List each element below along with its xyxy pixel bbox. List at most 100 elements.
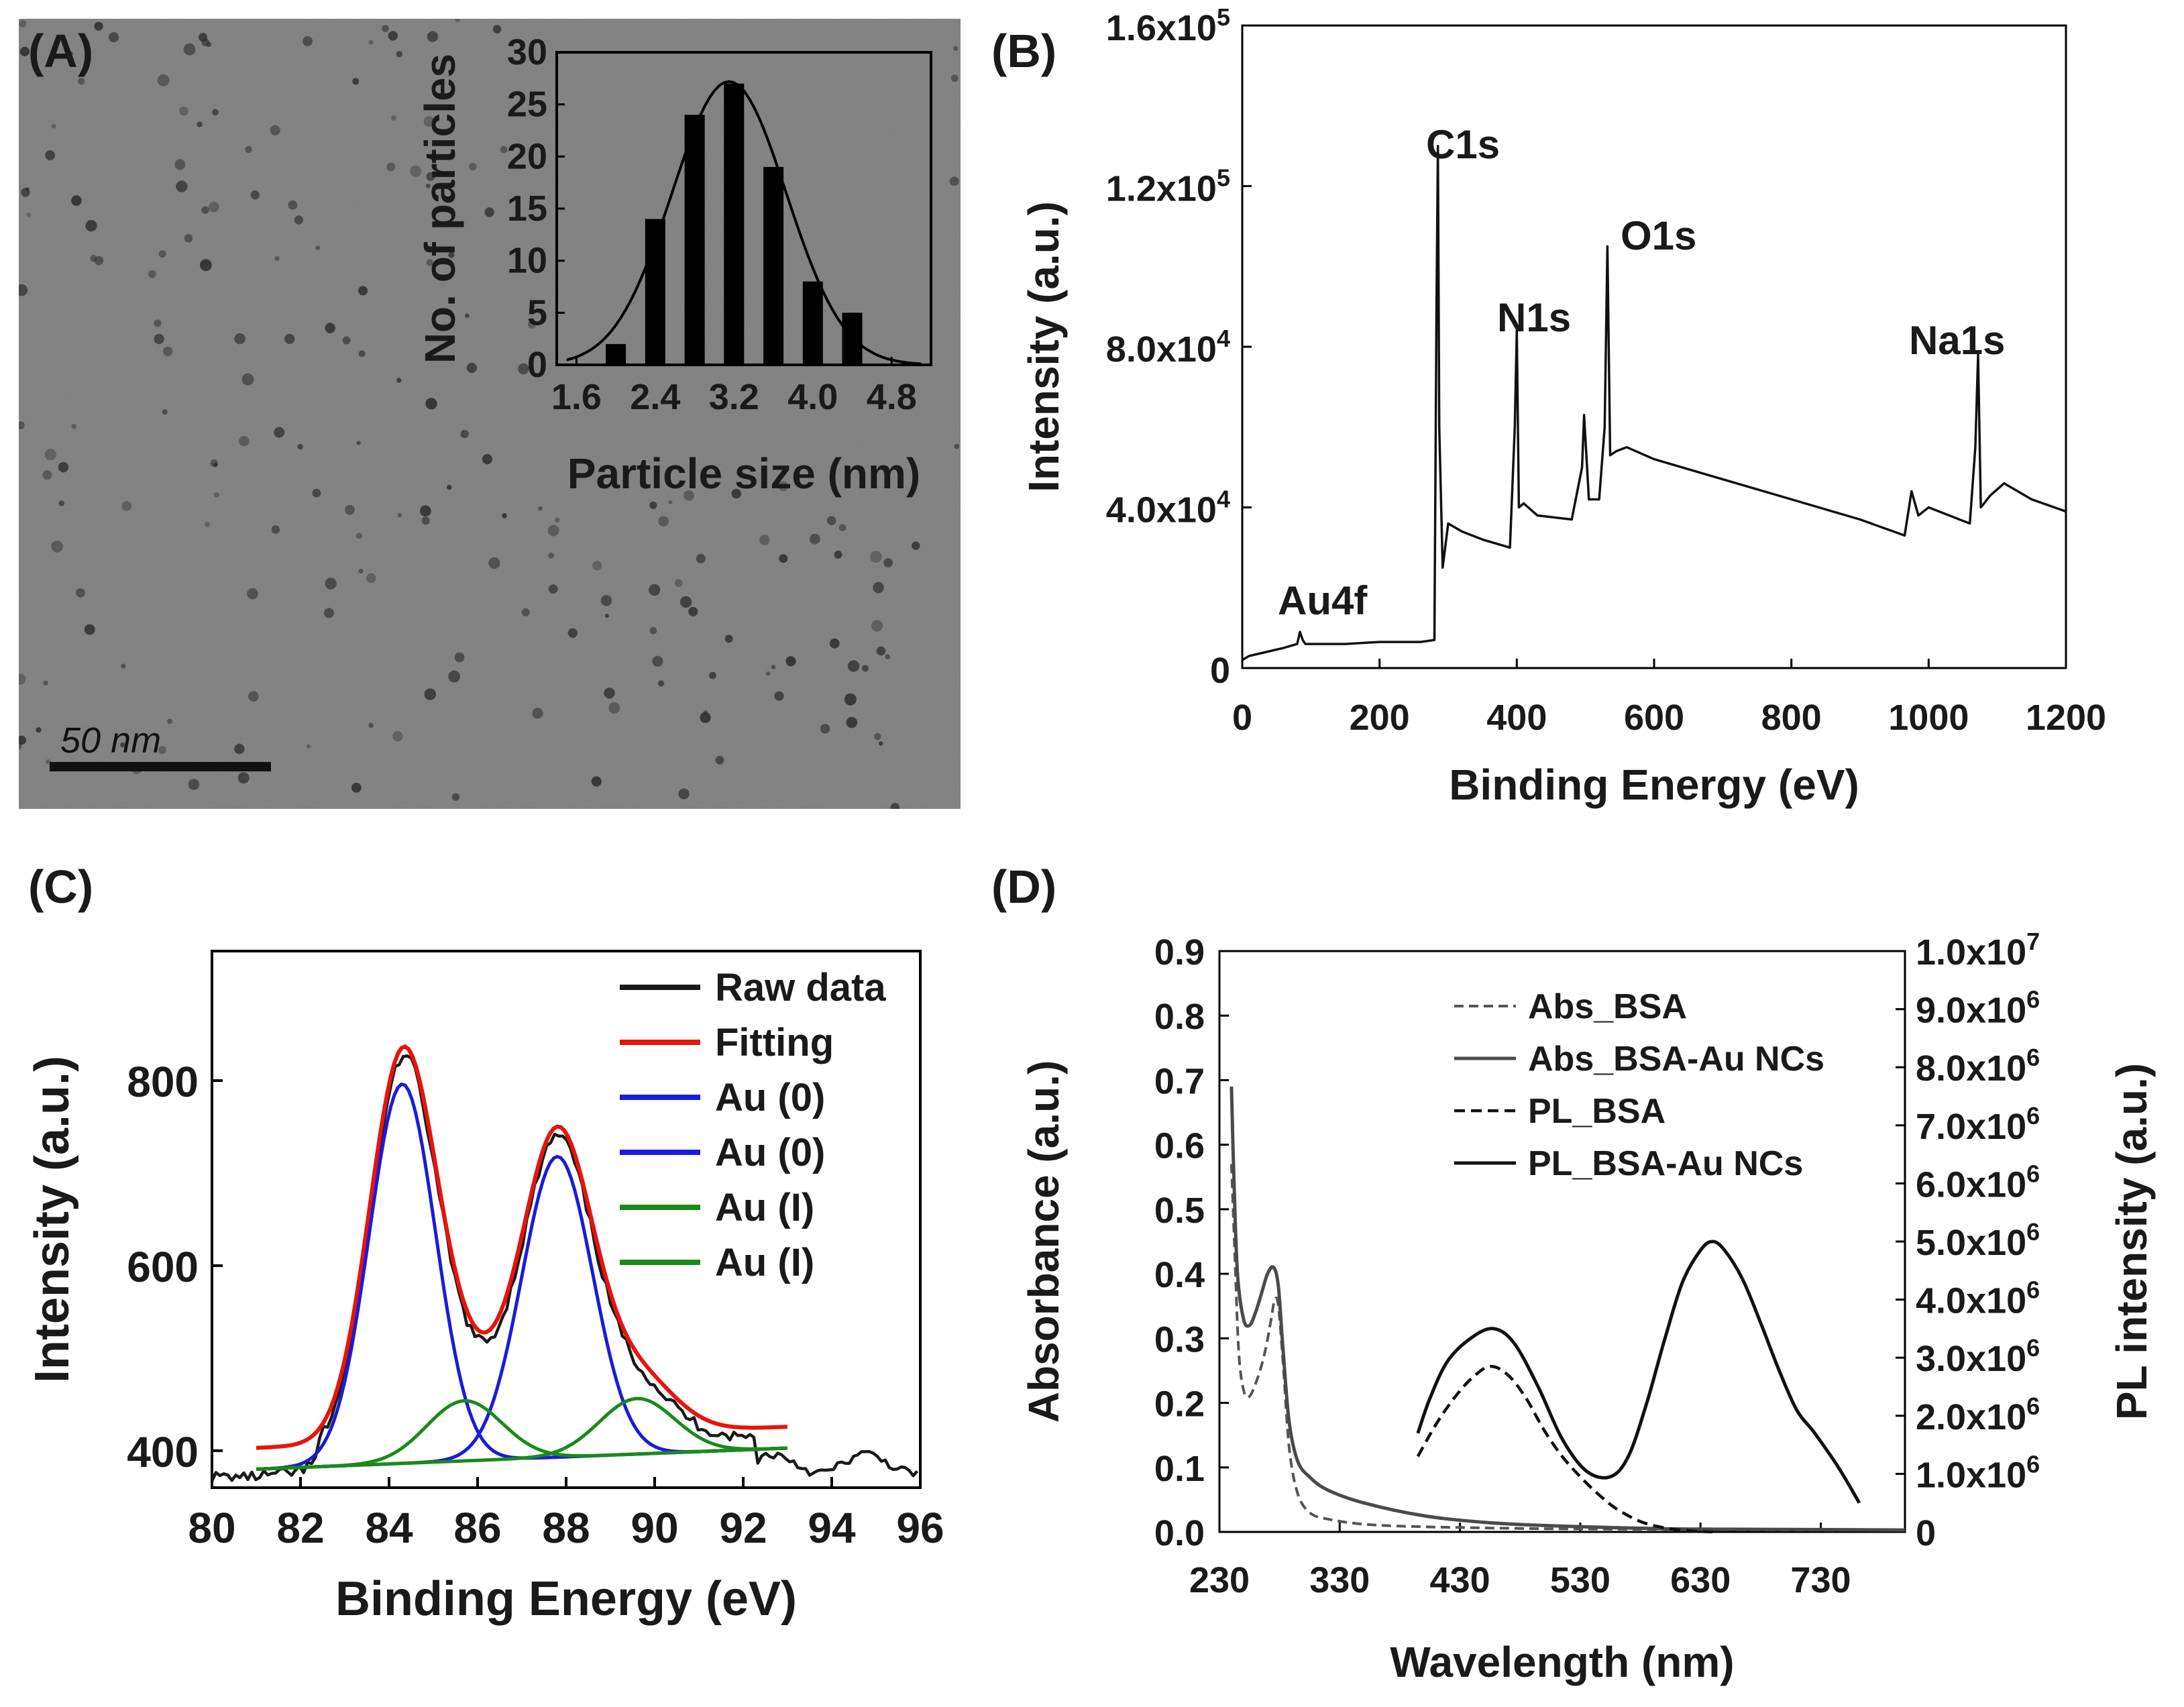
tem-particle-dot	[527, 320, 536, 329]
y2-tick-label: 3.0x106	[1916, 1334, 2040, 1379]
y2-tick-label: 4.0x106	[1916, 1276, 2040, 1321]
tem-particle-dot	[212, 109, 219, 116]
panel-label-b: (B)	[991, 25, 1056, 77]
legend-label: Abs_BSA-Au NCs	[1528, 1040, 1824, 1079]
y2-tick-label: 1.0x106	[1916, 1450, 2040, 1495]
tem-particle-dot	[469, 162, 477, 171]
tem-particle-dot	[846, 716, 858, 728]
pl-bsa-au-ncs-line	[1416, 1240, 1861, 1504]
tem-particle-dot	[423, 116, 435, 127]
x-axis-label: Binding Energy (eV)	[335, 1572, 797, 1626]
tem-particle-dot	[949, 176, 959, 186]
y-tick-label: 0.4	[1154, 1255, 1205, 1295]
tem-particle-dot	[688, 606, 698, 616]
tem-particle-dot	[200, 259, 212, 272]
peak-label: Na1s	[1909, 318, 2005, 363]
tem-particle-dot	[157, 74, 170, 87]
x-tick-label: 90	[631, 1504, 678, 1552]
tem-particle-dot	[154, 333, 164, 345]
tem-particle-dot	[731, 488, 742, 499]
tem-particle-dot	[759, 535, 770, 545]
tem-particle-dot	[447, 484, 452, 490]
tem-particle-dot	[774, 691, 784, 701]
peak-label: O1s	[1621, 213, 1696, 258]
tem-particle-dot	[427, 31, 439, 42]
tem-particle-dot	[237, 772, 250, 784]
tem-particle-dot	[154, 319, 162, 327]
pl-bsa-line	[1416, 1364, 1713, 1534]
xps-survey-line	[1242, 144, 2067, 661]
inset-y-tick-label: 30	[507, 32, 547, 72]
tem-particle-dot	[779, 554, 788, 563]
tem-particle-dot	[826, 516, 836, 525]
inset-x-tick-label: 1.6	[551, 377, 602, 417]
tem-particle-dot	[878, 741, 883, 746]
x-tick-label: 82	[276, 1504, 324, 1552]
tem-particle-dot	[388, 31, 398, 41]
x-tick-label: 92	[719, 1504, 767, 1552]
panel-label-d: (D)	[991, 861, 1056, 913]
tem-particle-dot	[345, 504, 355, 515]
tem-particle-dot	[649, 626, 657, 635]
y-tick-label: 0.2	[1154, 1384, 1205, 1425]
tem-particle-dot	[426, 259, 434, 266]
y2-tick-label: 2.0x106	[1916, 1392, 2040, 1437]
tem-particle-dot	[890, 803, 899, 809]
y2-tick-label-exponent: 7	[2026, 928, 2040, 955]
tem-particle-dot	[482, 454, 493, 465]
inset-x-axis-label: Particle size (nm)	[567, 449, 920, 498]
tem-particle-dot	[315, 245, 320, 250]
x-tick-label: 94	[808, 1504, 856, 1552]
y-tick-label: 8.0x104	[1106, 325, 1230, 370]
inset-y-tick-label: 10	[507, 241, 547, 281]
tem-particle-dot	[502, 513, 507, 518]
x-tick-label: 230	[1189, 1560, 1250, 1600]
tem-particle-dot	[657, 680, 665, 687]
tem-particle-dot	[649, 584, 661, 596]
tem-particle-dot	[392, 731, 403, 742]
inset-y-tick-label: 15	[507, 188, 547, 229]
tem-particle-dot	[45, 150, 56, 160]
tem-particle-dot	[532, 708, 543, 719]
tem-particle-dot	[325, 577, 337, 590]
tem-particle-dot	[591, 776, 602, 787]
tem-particle-dot	[158, 250, 166, 258]
tem-particle-dot	[709, 671, 716, 679]
tem-particle-dot	[351, 783, 362, 793]
tem-particle-dot	[356, 441, 361, 445]
histogram-bar	[606, 343, 626, 365]
tem-particle-dot	[538, 506, 543, 511]
tem-particle-dot	[197, 121, 203, 127]
tem-particle-dot	[46, 759, 51, 765]
size-histogram-inset: 0 5 10 15 20 25 30 1.6 2.4 3.2 4.0 4.8 Particle size…	[416, 32, 932, 498]
legend-label: PL_BSA	[1528, 1092, 1666, 1131]
tem-particle-dot	[26, 213, 32, 217]
tem-particle-dot	[234, 743, 245, 755]
tem-particle-dot	[43, 680, 48, 685]
x-tick-label: 730	[1790, 1560, 1851, 1600]
tem-particle-dot	[518, 363, 529, 375]
tem-particle-dot	[604, 687, 615, 699]
tem-particle-dot	[426, 172, 435, 181]
tem-particle-dot	[396, 378, 402, 383]
inset-x-tick-label: 2.4	[630, 377, 680, 417]
tem-particle-dot	[567, 628, 578, 638]
inset-y-tick-label: 20	[507, 136, 547, 176]
tem-particle-dot	[19, 743, 22, 750]
y-axis-label: Absorbance (a.u.)	[1020, 1060, 1068, 1423]
tem-particle-dot	[382, 25, 389, 32]
inset-x-tick-label: 4.8	[867, 377, 917, 417]
tem-particle-dot	[76, 588, 85, 598]
y-axis-label: Intensity (a.u.)	[25, 1056, 79, 1383]
tem-particle-dot	[684, 490, 694, 501]
tem-particle-dot	[391, 115, 396, 121]
y-tick-label: 0.3	[1154, 1319, 1205, 1360]
inset-y-axis-label: No. of particles	[416, 54, 464, 364]
tem-particle-dot	[19, 46, 30, 56]
x-tick-label: 88	[542, 1504, 590, 1552]
tem-particle-dot	[548, 584, 558, 594]
tem-particle-dot	[201, 206, 209, 214]
y2-tick-label-exponent: 6	[2026, 1044, 2040, 1071]
tem-particle-dot	[448, 670, 461, 683]
tem-particle-dot	[953, 46, 959, 51]
